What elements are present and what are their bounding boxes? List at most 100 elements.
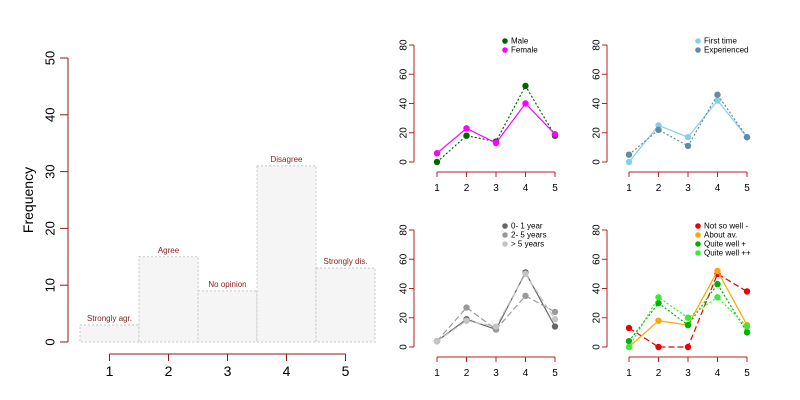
data-point: [492, 139, 500, 147]
y-tick-label: 40: [592, 283, 603, 295]
x-tick-label: 4: [283, 363, 291, 379]
data-point: [433, 337, 441, 345]
data-point: [551, 316, 559, 323]
y-tick-label: 10: [43, 278, 58, 292]
legend-marker: [695, 223, 701, 229]
y-tick-label: 40: [592, 98, 603, 110]
series-line: [628, 273, 748, 348]
y-tick-label: 60: [592, 253, 603, 265]
data-point: [655, 317, 662, 324]
y-tick-label: 20: [43, 221, 58, 235]
x-tick-label: 5: [342, 363, 350, 379]
x-tick-label: 1: [106, 363, 114, 379]
bar: [315, 267, 376, 343]
data-point: [684, 133, 692, 141]
y-tick-label: 20: [592, 312, 603, 324]
bar: [79, 324, 140, 343]
data-point: [684, 321, 692, 329]
legend-marker: [502, 241, 508, 247]
data-point: [625, 343, 633, 351]
y-tick-label: 40: [399, 98, 410, 110]
x-tick-label: 2: [165, 363, 173, 379]
legend-label: First time: [704, 37, 737, 46]
x-tick-label: 4: [523, 183, 529, 194]
legend-label: Not so well -: [704, 222, 748, 231]
legend-marker: [695, 38, 701, 44]
x-tick-label: 1: [434, 183, 440, 194]
series-line: [436, 295, 556, 342]
data-point: [433, 150, 441, 157]
legend-marker: [502, 232, 508, 238]
data-point: [743, 288, 751, 295]
y-tick-label: 30: [43, 164, 58, 178]
series-line: [436, 84, 556, 163]
data-point: [522, 82, 529, 90]
x-tick-label: 3: [685, 183, 691, 194]
x-tick-label: 1: [626, 183, 632, 194]
bar: [197, 290, 258, 343]
x-tick-label: 5: [744, 368, 750, 379]
legend-label: > 5 years: [511, 240, 544, 249]
legend-label: 2- 5 years: [511, 231, 547, 240]
x-tick-label: 5: [552, 183, 558, 194]
legend-marker: [695, 241, 701, 247]
legend-label: 0- 1 year: [511, 222, 543, 231]
data-point: [743, 323, 751, 330]
legend-label: About av.: [704, 231, 737, 240]
data-point: [463, 132, 470, 139]
data-point: [522, 292, 529, 300]
data-point: [522, 100, 529, 107]
bar-chart-panel: 0 10 20 30 40 50 Frequency Strongly agr. Agree No…: [20, 51, 376, 379]
bar-label: No opinion: [208, 280, 246, 289]
data-point: [655, 126, 662, 134]
y-tick-label: 80: [592, 39, 603, 51]
y-tick-label: 0: [399, 344, 410, 350]
legend-label: Quite well ++: [704, 249, 751, 258]
bar: [138, 256, 199, 343]
data-point: [463, 304, 470, 311]
x-tick-label: 5: [552, 368, 558, 379]
legend-marker: [695, 232, 701, 238]
series-line: [628, 269, 748, 348]
data-point: [551, 323, 559, 330]
data-point: [463, 317, 470, 324]
x-tick-label: 3: [493, 183, 499, 194]
bar-label: Strongly dis.: [323, 257, 367, 266]
data-point: [492, 323, 500, 330]
legend-marker: [502, 47, 508, 53]
data-point: [655, 343, 662, 351]
y-tick-label: 80: [399, 39, 410, 51]
x-tick-label: 4: [523, 368, 529, 379]
y-tick-label: 40: [399, 283, 410, 295]
y-tick-label: 0: [43, 338, 58, 345]
x-tick-label: 4: [715, 183, 721, 194]
y-axis-title: Frequency: [20, 167, 36, 233]
x-tick-label: 4: [715, 368, 721, 379]
y-tick-label: 20: [399, 127, 410, 139]
data-point: [625, 324, 633, 332]
y-tick-label: 0: [399, 159, 410, 165]
x-tick-label: 2: [656, 183, 662, 194]
legend-marker: [695, 47, 701, 53]
data-point: [714, 280, 721, 288]
x-tick-label: 2: [464, 368, 470, 379]
y-tick-label: 80: [592, 224, 603, 236]
data-point: [625, 158, 633, 166]
x-tick-label: 5: [744, 183, 750, 194]
legend-label: Experienced: [704, 46, 748, 55]
legend-marker: [695, 250, 701, 256]
legend-label: Quite well +: [704, 240, 746, 249]
legend-label: Female: [511, 46, 538, 55]
data-point: [625, 337, 633, 345]
bar-label: Agree: [158, 246, 180, 255]
y-tick-label: 0: [592, 159, 603, 165]
bar-label: Disagree: [270, 155, 303, 164]
y-tick-label: 40: [43, 108, 58, 122]
data-point: [522, 270, 529, 278]
legend-marker: [502, 223, 508, 229]
data-point: [714, 91, 721, 98]
y-tick-label: 20: [399, 312, 410, 324]
